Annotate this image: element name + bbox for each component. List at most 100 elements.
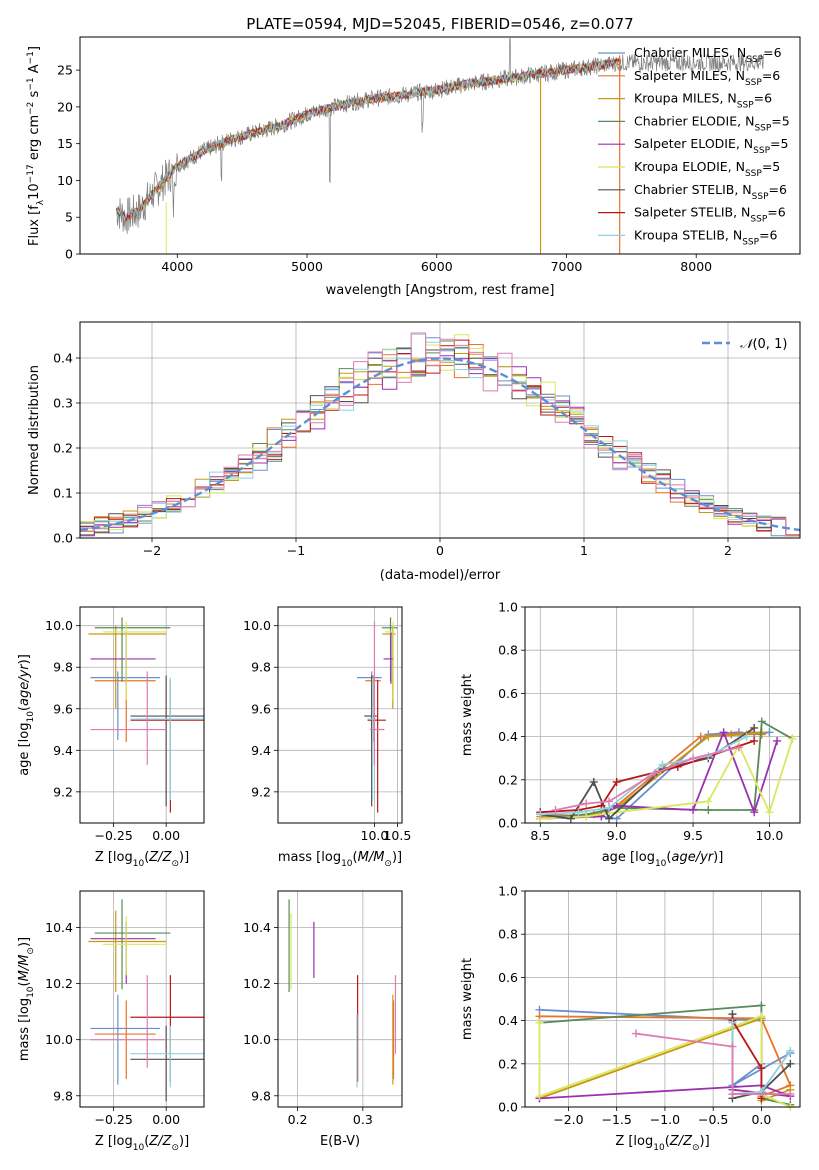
y-tick-label: 0.0 [53,531,73,546]
y-tick-label: 0.1 [53,486,73,501]
marker-kroupa-stelib [728,1018,737,1027]
marker-chabrier-stelib [589,777,598,786]
y-tick-label: 5 [65,210,73,225]
y-tick-label: 20 [57,99,73,114]
x-tick-label: −0.25 [94,1112,132,1127]
marker-chabrier-elodie [757,1001,766,1010]
model-spectrum-kroupa-stelib [115,59,622,221]
marker-kroupa-elodie [765,808,774,817]
axes-frame [524,890,801,1108]
legend-entry: Salpeter ELODIE, NSSP=5 [634,136,788,156]
legend-entry: Salpeter STELIB, NSSP=6 [634,205,786,225]
y-tick-label: 0.3 [53,396,73,411]
x-tick-label: 9.5 [683,828,703,843]
marker-kroupa-elodie [535,1018,544,1027]
y-tick-label: 25 [57,63,73,78]
residual-histogram-panel: −2 −1 0 1 2 0.0 0.1 0.2 0.3 0.4 (data-model)/error… [27,321,801,583]
x-axis-label: wavelength [Angstrom, rest frame] [326,283,555,298]
marker-chabrier-elodie [704,806,713,815]
axes-frame [277,890,403,1108]
model-spectrum-kroupa-miles [115,59,622,221]
z-massweight-panel: −2.0 −1.5 −1.0 −0.5 0.0 0.0 0.2 0.4 0.6 0.8 1.0 Z [… [460,884,801,1153]
x-tick-label: 0.3 [353,1112,373,1127]
y-axis-label: Flux [fλ10−17 erg cm−2 s−1 A−1] [26,46,46,246]
marker-kroupa-elodie [788,734,797,743]
marker-kroupa-stelib [786,1046,795,1055]
x-tick-label: 4000 [161,259,193,274]
x-tick-label: −2 [143,543,161,558]
y-tick-label: 0.6 [498,970,518,985]
figure-title: PLATE=0594, MJD=52045, FIBERID=0546, z=0… [246,15,633,33]
model-spectrum-chabrier-elodie [115,58,622,220]
x-tick-label: 0.2 [288,1112,308,1127]
y-tick-label: 10.4 [243,920,271,935]
marker-kroupa-stelib [658,760,667,769]
z-age-panel: −0.25 0.00 9.2 9.4 9.6 9.8 10.0 Z [log10(Z/Z⊙)]… [17,606,205,869]
x-tick-label: 0 [436,543,444,558]
y-tick-label: 0.4 [498,729,518,744]
model-spectrum-salpeter-miles [115,56,622,222]
x-tick-label: −0.25 [94,828,132,843]
x-axis-label: E(B-V) [320,1134,360,1149]
marker-pink [631,1029,640,1038]
x-tick-label: 10.0 [756,828,784,843]
marker-pink [551,806,560,815]
x-tick-label: −2.0 [553,1112,583,1127]
marker-kroupa-stelib [574,808,583,817]
marker-kroupa-stelib [536,810,545,819]
marker-kroupa-stelib [742,732,751,741]
legend-entry: Chabrier MILES, NSSP=6 [634,45,782,65]
y-tick-label: 9.8 [53,1088,73,1103]
x-tick-label: −1 [287,543,305,558]
y-tick-label: 0.8 [498,643,518,658]
line-pink [555,746,740,811]
x-tick-label: 5000 [291,259,323,274]
y-tick-label: 10.0 [243,618,271,633]
x-tick-label: 6000 [421,259,453,274]
marker-chabrier-miles [765,728,774,737]
marker-pink [605,797,614,806]
axes-frame [79,606,205,824]
y-tick-label: 9.2 [251,784,271,799]
y-tick-label: 9.4 [251,743,271,758]
y-tick-label: 0.0 [498,816,518,831]
legend-entry: 𝒩(0, 1) [740,337,787,352]
y-tick-label: 0 [65,247,73,262]
y-tick-label: 0.4 [498,1013,518,1028]
ebv-mass-panel: 0.2 0.3 9.8 10.0 10.2 10.4 E(B-V) [243,890,403,1149]
y-tick-label: 9.6 [251,701,271,716]
y-tick-label: 9.8 [53,660,73,675]
y-tick-label: 15 [57,136,73,151]
x-tick-label: 7000 [551,259,583,274]
marker-kroupa-elodie [757,1012,766,1021]
marker-pink [734,743,743,752]
marker-salpeter-elodie [719,728,728,737]
line-salpeter-stelib [540,740,755,814]
y-tick-label: 10.2 [243,976,271,991]
legend-entry: Chabrier ELODIE, NSSP=5 [634,113,790,133]
x-tick-label: 10.5 [383,828,411,843]
spectrum-panel: 4000 5000 6000 7000 8000 0 5 10 15 20 25 wavelength… [26,36,801,298]
y-tick-label: 9.4 [53,743,73,758]
y-tick-label: 0.0 [498,1100,518,1115]
axes-frame [79,890,205,1108]
marker-salpeter-stelib [757,1064,766,1073]
marker-kroupa-miles [704,732,713,741]
legend-entry: Salpeter MILES, NSSP=6 [634,68,780,88]
legend-entry: Kroupa ELODIE, NSSP=5 [634,159,780,179]
x-tick-label: 8.5 [530,828,550,843]
line-chabrier-stelib [540,727,755,821]
y-tick-label: 10 [57,173,73,188]
y-tick-label: 9.6 [53,701,73,716]
x-tick-label: −0.5 [698,1112,728,1127]
marker-pink [728,1042,737,1051]
axes-frame [524,606,801,824]
model-spectrum-salpeter-elodie [115,58,621,222]
marker-salpeter-elodie [773,736,782,745]
y-tick-label: 0.2 [53,441,73,456]
marker-salpeter-miles [696,732,705,741]
y-tick-label: 0.2 [498,772,518,787]
y-tick-label: 0.2 [498,1056,518,1071]
x-tick-label: 0.0 [751,1112,771,1127]
y-axis-label: mass weight [460,958,475,1040]
